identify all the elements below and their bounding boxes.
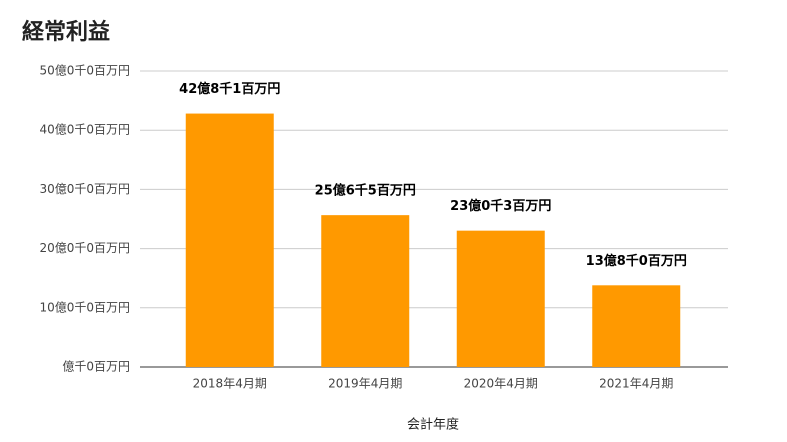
y-tick-label: 億千0百万円 xyxy=(62,360,130,374)
y-tick-label: 30億0千0百万円 xyxy=(39,182,130,196)
y-tick-label: 10億0千0百万円 xyxy=(39,300,130,314)
value-label: 25億6千5百万円 xyxy=(315,183,416,199)
y-tick-label: 20億0千0百万円 xyxy=(39,241,130,255)
y-tick-label: 40億0千0百万円 xyxy=(39,123,130,137)
value-label: 42億8千1百万円 xyxy=(179,81,280,97)
bar xyxy=(456,230,545,367)
x-tick-label: 2018年4月期 xyxy=(193,377,267,391)
value-label: 23億0千3百万円 xyxy=(450,198,551,214)
bar xyxy=(185,113,274,368)
x-tick-label: 2021年4月期 xyxy=(599,377,673,391)
y-tick-label: 50億0千0百万円 xyxy=(39,64,130,78)
x-axis-label: 会計年度 xyxy=(407,417,459,433)
bar xyxy=(592,285,681,367)
value-label: 13億8千0百万円 xyxy=(586,253,687,269)
x-tick-label: 2020年4月期 xyxy=(464,377,538,391)
chart-title: 経常利益 xyxy=(22,19,110,45)
x-tick-label: 2019年4月期 xyxy=(328,377,402,391)
bar xyxy=(321,215,410,367)
